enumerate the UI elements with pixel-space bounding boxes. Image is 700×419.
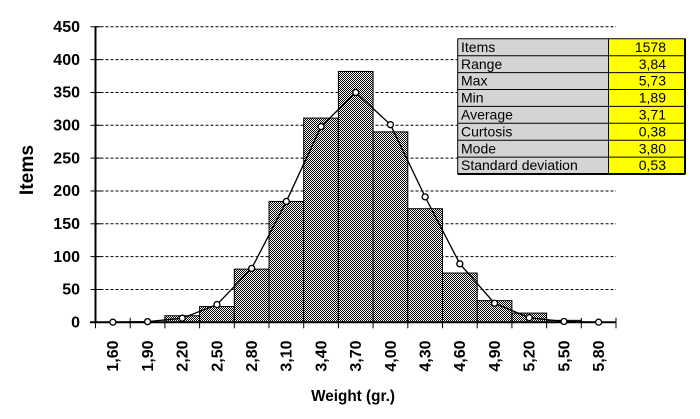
svg-text:Items: Items (17, 145, 38, 195)
svg-text:100: 100 (53, 249, 80, 266)
svg-text:Min: Min (461, 90, 484, 106)
svg-text:5,20: 5,20 (522, 340, 539, 371)
svg-text:3,84: 3,84 (639, 56, 666, 72)
svg-text:2,80: 2,80 (244, 340, 261, 371)
svg-text:5,80: 5,80 (591, 340, 608, 371)
svg-text:4,30: 4,30 (417, 340, 434, 371)
svg-text:350: 350 (53, 85, 80, 102)
svg-text:Max: Max (461, 73, 487, 89)
svg-text:2,50: 2,50 (209, 340, 226, 371)
svg-text:3,10: 3,10 (279, 340, 296, 371)
svg-text:250: 250 (53, 150, 80, 167)
svg-text:3,70: 3,70 (348, 340, 365, 371)
svg-text:150: 150 (53, 216, 80, 233)
svg-text:3,40: 3,40 (313, 340, 330, 371)
svg-text:0,53: 0,53 (639, 157, 666, 173)
svg-text:Mode: Mode (461, 140, 496, 156)
svg-text:4,90: 4,90 (487, 340, 504, 371)
svg-text:5,73: 5,73 (639, 73, 666, 89)
svg-text:0: 0 (71, 315, 80, 332)
svg-text:Average: Average (461, 106, 513, 122)
svg-text:400: 400 (53, 52, 80, 69)
svg-text:Range: Range (461, 56, 502, 72)
svg-text:1,90: 1,90 (140, 340, 157, 371)
svg-text:1578: 1578 (635, 39, 666, 55)
svg-text:3,80: 3,80 (639, 140, 666, 156)
svg-text:1,89: 1,89 (639, 90, 666, 106)
svg-text:4,60: 4,60 (452, 340, 469, 371)
svg-text:Standard deviation: Standard deviation (461, 157, 578, 173)
svg-text:200: 200 (53, 183, 80, 200)
svg-text:Weight (gr.): Weight (gr.) (311, 388, 395, 405)
svg-text:Items: Items (461, 39, 495, 55)
svg-text:Curtosis: Curtosis (461, 123, 512, 139)
svg-text:450: 450 (53, 19, 80, 36)
svg-text:3,71: 3,71 (639, 106, 666, 122)
svg-text:1,60: 1,60 (105, 340, 122, 371)
svg-text:300: 300 (53, 118, 80, 135)
svg-text:5,50: 5,50 (556, 340, 573, 371)
svg-text:2,20: 2,20 (175, 340, 192, 371)
svg-text:50: 50 (62, 282, 80, 299)
svg-text:4,00: 4,00 (383, 340, 400, 371)
svg-text:0,38: 0,38 (639, 123, 666, 139)
